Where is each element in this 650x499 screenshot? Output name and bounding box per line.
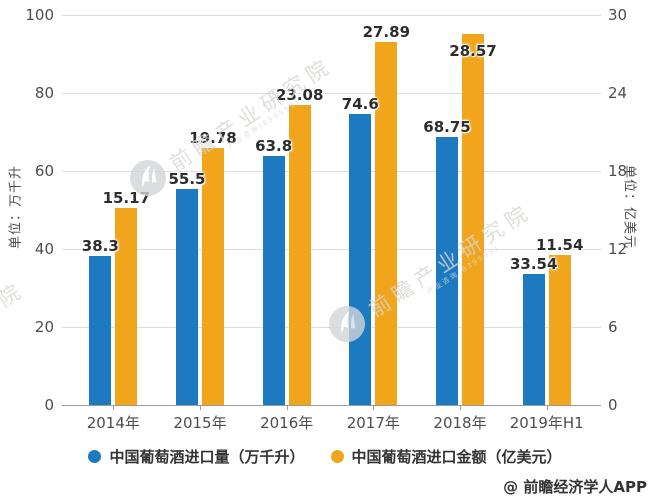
legend-item-import-value[interactable]: 中国葡萄酒进口金额（亿美元） (330, 446, 562, 467)
bar-import-volume-2018年[interactable] (436, 137, 458, 405)
legend-label: 中国葡萄酒进口金额（亿美元） (351, 448, 562, 466)
bar-import-value-2018年[interactable] (462, 34, 484, 405)
x-axis-tick (286, 405, 288, 410)
bar-import-volume-2017年[interactable] (349, 114, 372, 405)
right-axis-tick-label: 24 (608, 84, 628, 102)
bar-value-label: 63.8 (255, 137, 293, 155)
bar-import-value-2015年[interactable] (202, 148, 224, 405)
right-axis-tick-label: 18 (608, 162, 628, 180)
x-axis-tick (373, 405, 375, 410)
bar-value-label: 55.5 (168, 170, 206, 188)
x-axis-line (62, 405, 601, 406)
bar-value-label: 74.6 (341, 95, 379, 113)
x-axis-category-label: 2015年 (173, 414, 227, 432)
x-axis-tick (200, 405, 201, 410)
bar-value-label: 11.54 (535, 236, 584, 254)
x-axis-category-label: 2014年 (86, 414, 140, 432)
legend-dot-icon (330, 450, 344, 463)
gridline (62, 15, 601, 16)
bar-import-volume-2019年H1[interactable] (522, 274, 545, 405)
x-axis-tick (113, 405, 115, 410)
bar-value-label: 27.89 (362, 23, 411, 41)
x-axis-category-label: 2019年H1 (509, 414, 584, 432)
gridline (62, 249, 601, 250)
legend-item-import-volume[interactable]: 中国葡萄酒进口量（万千升） (88, 446, 305, 467)
x-axis-category-label: 2017年 (346, 414, 400, 432)
x-axis-tick (460, 405, 461, 410)
bar-import-volume-2014年[interactable] (89, 256, 112, 405)
bar-value-label: 38.3 (81, 237, 119, 255)
bar-value-label: 28.57 (449, 42, 497, 60)
chart-legend: 中国葡萄酒进口量（万千升） 中国葡萄酒进口金额（亿美元） (0, 446, 650, 467)
bar-value-label: 33.54 (509, 255, 558, 273)
legend-label: 中国葡萄酒进口量（万千升） (109, 448, 305, 466)
bar-import-volume-2016年[interactable] (262, 156, 285, 405)
gridline (62, 327, 601, 328)
left-axis-tick-label: 100 (25, 6, 54, 24)
bar-import-value-2014年[interactable] (115, 208, 138, 405)
x-axis-tick (546, 405, 548, 410)
x-axis-category-label: 2016年 (260, 414, 314, 432)
gridline (62, 171, 601, 172)
gridline (62, 93, 601, 94)
left-axis-tick-label: 0 (44, 396, 54, 414)
bar-import-value-2017年[interactable] (375, 42, 398, 405)
x-axis-category-label: 2018年 (433, 414, 487, 432)
left-axis-tick-label: 60 (34, 162, 54, 180)
source-credit: @ 前瞻经济学人APP (503, 478, 647, 496)
bar-value-label: 15.17 (102, 189, 151, 207)
left-axis-tick-label: 20 (34, 318, 54, 336)
bar-import-value-2016年[interactable] (288, 105, 311, 405)
right-axis-tick-label: 6 (608, 318, 618, 336)
right-axis-tick-label: 30 (608, 6, 628, 24)
bar-import-value-2019年H1[interactable] (548, 255, 571, 405)
bar-import-volume-2015年[interactable] (176, 189, 198, 405)
right-axis-tick-label: 0 (608, 396, 618, 414)
bar-value-label: 68.75 (423, 118, 471, 136)
legend-dot-icon (88, 450, 102, 463)
bar-value-label: 19.78 (189, 129, 237, 147)
right-axis-tick-label: 12 (608, 240, 628, 258)
left-axis-tick-label: 40 (34, 240, 54, 258)
left-axis-tick-label: 80 (34, 84, 54, 102)
bar-value-label: 23.08 (275, 86, 324, 104)
